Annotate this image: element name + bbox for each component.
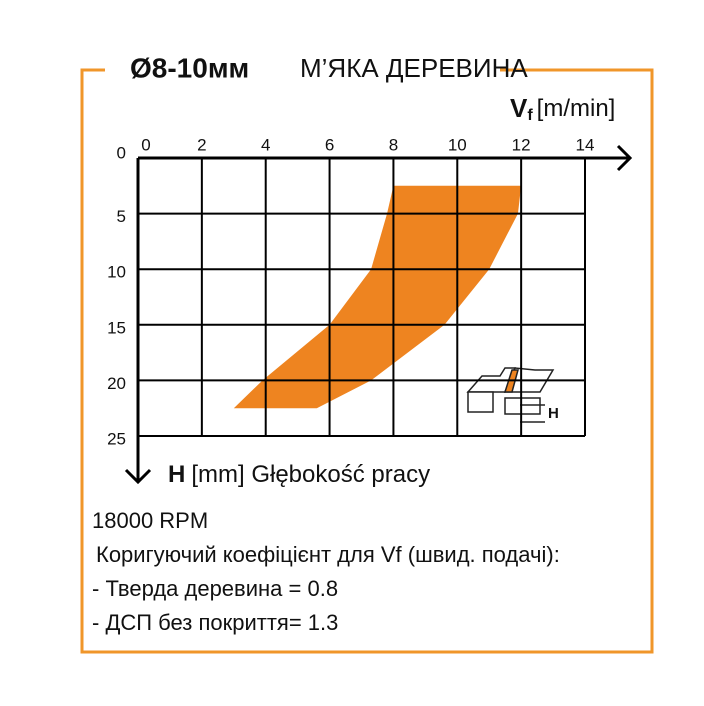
icon	[466, 367, 555, 423]
note: Коригуючий коефіцієнт для Vf (швид. пода…	[96, 542, 560, 567]
x-axis-arrow	[138, 144, 633, 172]
y-axis-label: H [mm] Głębokość pracy	[168, 461, 430, 488]
x-tick-label: 4	[261, 135, 270, 154]
y-axis-arrow	[124, 158, 152, 485]
feed-region	[233, 185, 522, 409]
note: - Тверда деревина = 0.8	[92, 576, 338, 601]
x-tick-label: 12	[512, 135, 531, 154]
x-tick-label: 0	[141, 135, 150, 154]
frame	[80, 68, 654, 654]
x-tick-label: 14	[576, 135, 595, 154]
y-label-text: [mm] Głębokość pracy	[191, 461, 430, 488]
y-label-symbol: H	[168, 461, 185, 488]
x-label-unit: [m/min]	[537, 95, 616, 122]
x-tick-label: 6	[325, 135, 334, 154]
icon-label: H	[548, 405, 559, 422]
y-tick-label: 10	[107, 263, 126, 282]
x-tick-label: 2	[197, 135, 206, 154]
y-tick-label: 15	[107, 318, 126, 337]
note: - ДСП без покриття= 1.3	[92, 610, 338, 635]
x-label-sub: f	[527, 107, 533, 124]
chart-title: Ø8-10мм	[130, 52, 249, 83]
y-tick-label: 25	[107, 429, 126, 448]
y-tick-label: 0	[117, 143, 126, 162]
y-tick-label: 20	[107, 374, 126, 393]
y-tick-label: 5	[117, 207, 126, 226]
x-axis-label: Vf [m/min]	[510, 93, 615, 124]
chart-subtitle: М’ЯКА ДЕРЕВИНА	[300, 53, 528, 83]
x-tick-label: 10	[448, 135, 467, 154]
x-label-symbol: V	[510, 93, 528, 123]
note: 18000 RPM	[92, 508, 208, 533]
x-tick-label: 8	[389, 135, 398, 154]
